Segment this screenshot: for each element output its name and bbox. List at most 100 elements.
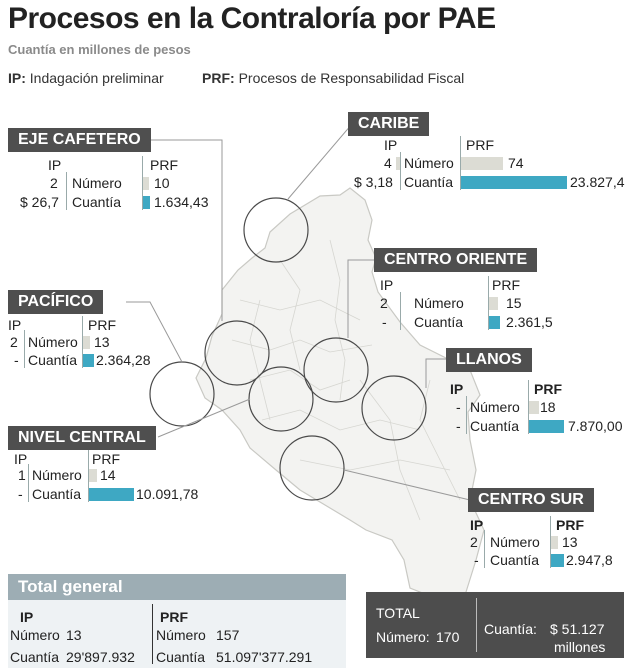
caribe-prf-axis <box>460 136 461 190</box>
cs-prf-numero: 13 <box>562 534 578 550</box>
nc-numero-label: Número <box>32 467 82 483</box>
co-prf-numero-bar <box>489 297 498 310</box>
tg-ip-cuantia-label: Cuantía <box>10 649 60 665</box>
llanos-prf-axis <box>528 380 529 434</box>
page-subtitle: Cuantía en millones de pesos <box>8 42 191 57</box>
tg-prf-numero-label: Número <box>156 627 206 643</box>
cs-prf-numero-bar <box>551 536 559 549</box>
co-cuantia-label: Cuantía <box>414 314 464 330</box>
co-prf-label: PRF <box>492 277 520 293</box>
eje-prf-cuantia: 1.634,43 <box>154 194 209 210</box>
co-ip-numero: 2 <box>380 295 388 311</box>
total-cuantia-value: $ 51.127 <box>550 621 605 637</box>
pac-numero-label: Número <box>28 334 78 350</box>
llanos-prf-cuantia-bar <box>529 420 564 433</box>
caribe-prf-numero: 74 <box>508 155 524 171</box>
llanos-numero-label: Número <box>470 399 520 415</box>
caribe-ip-cuantia: $ 3,18 <box>354 174 393 190</box>
region-title-centro-sur: CENTRO SUR <box>468 488 594 512</box>
legend-prf-abbr: PRF: <box>202 70 235 86</box>
eje-numero-label: Número <box>72 175 122 191</box>
caribe-ip-numero: 4 <box>384 155 392 171</box>
nc-prf-numero-bar <box>89 469 97 482</box>
region-title-caribe: CARIBE <box>348 112 430 136</box>
eje-divider <box>66 172 67 210</box>
cs-prf-axis <box>550 516 551 568</box>
nc-cuantia-label: Cuantía <box>32 486 82 502</box>
caribe-ip-label: IP <box>384 137 398 153</box>
pac-ip-label: IP <box>8 317 22 333</box>
tg-prf-cuantia: 51.097'377.291 <box>216 649 313 665</box>
pac-prf-cuantia-bar <box>83 354 94 367</box>
llanos-cuantia-label: Cuantía <box>470 418 520 434</box>
cs-ip-cuantia: - <box>474 552 479 568</box>
tg-ip-numero-label: Número <box>10 627 60 643</box>
region-title-eje-cafetero: EJE CAFETERO <box>8 128 151 152</box>
eje-cuantia-label: Cuantía <box>72 194 122 210</box>
eje-prf-numero: 10 <box>154 175 170 191</box>
cs-numero-label: Número <box>490 534 540 550</box>
nc-ip-cuantia: - <box>18 486 23 502</box>
region-title-llanos: LLANOS <box>446 348 532 372</box>
co-prf-axis <box>488 276 489 330</box>
nc-ip-numero: 1 <box>18 467 26 483</box>
total-cuantia-unit: millones <box>554 639 606 655</box>
caribe-numero-label: Número <box>404 155 454 171</box>
caribe-divider <box>400 152 401 190</box>
pac-prf-label: PRF <box>88 317 116 333</box>
pac-prf-numero-bar <box>83 336 91 349</box>
caribe-prf-label: PRF <box>466 137 494 153</box>
caribe-cuantia-label: Cuantía <box>404 174 454 190</box>
legend-ip: IP: Indagación preliminar <box>8 70 164 86</box>
connector-lines <box>126 123 471 501</box>
page-title: Procesos en la Contraloría por PAE <box>8 2 496 35</box>
total-general-panel: Total general IP Número 13 Cuantía 29'89… <box>8 574 346 668</box>
llanos-ip-cuantia: - <box>456 418 461 434</box>
cs-prf-cuantia-bar <box>551 554 565 567</box>
tg-divider <box>152 604 153 664</box>
region-title-nivel-central: NIVEL CENTRAL <box>8 426 156 450</box>
llanos-ip-label: IP <box>450 381 464 397</box>
total-numero: 170 <box>436 629 460 645</box>
total-divider <box>476 598 477 652</box>
total-cuantia-label: Cuantía: <box>484 621 537 637</box>
tg-ip-numero: 13 <box>66 627 82 643</box>
caribe-ip-marker <box>396 157 400 170</box>
co-prf-cuantia: 2.361,5 <box>506 314 553 330</box>
co-ip-cuantia: - <box>382 314 387 330</box>
pac-cuantia-label: Cuantía <box>28 352 78 368</box>
eje-prf-label: PRF <box>150 157 178 173</box>
llanos-divider <box>466 396 467 434</box>
eje-ip-numero: 2 <box>50 175 58 191</box>
pac-prf-cuantia: 2.364,28 <box>96 352 151 368</box>
cs-prf-cuantia: 2.947,8 <box>566 552 613 568</box>
legend-prf: PRF: Procesos de Responsabilidad Fiscal <box>202 70 464 86</box>
llanos-prf-numero: 18 <box>540 399 556 415</box>
cs-ip-label: IP <box>470 517 484 533</box>
pac-ip-numero: 2 <box>10 334 18 350</box>
nc-ip-label: IP <box>14 451 28 467</box>
legend-ip-text: Indagación preliminar <box>29 70 164 86</box>
llanos-prf-numero-bar <box>529 401 540 414</box>
tg-ip-label: IP <box>20 609 34 625</box>
nc-prf-cuantia: 10.091,78 <box>136 486 199 502</box>
nc-prf-cuantia-bar <box>89 488 134 501</box>
co-prf-cuantia-bar <box>489 316 500 329</box>
caribe-prf-cuantia: 23.827,4 <box>570 174 625 190</box>
co-ip-label: IP <box>380 277 394 293</box>
co-numero-label: Número <box>414 295 464 311</box>
tg-prf-cuantia-label: Cuantía <box>156 649 206 665</box>
tg-prf-label: PRF <box>160 609 188 625</box>
cs-prf-label: PRF <box>556 517 584 533</box>
tg-prf-numero: 157 <box>216 627 240 643</box>
nc-divider <box>28 464 29 502</box>
legend-ip-abbr: IP: <box>8 70 26 86</box>
total-label: TOTAL <box>376 605 420 621</box>
nc-prf-numero: 14 <box>100 467 116 483</box>
total-general-header: Total general <box>8 574 346 600</box>
pac-ip-cuantia: - <box>14 352 19 368</box>
eje-prf-numero-bar <box>143 177 149 190</box>
legend-prf-text: Procesos de Responsabilidad Fiscal <box>238 70 465 86</box>
co-divider <box>400 292 401 330</box>
